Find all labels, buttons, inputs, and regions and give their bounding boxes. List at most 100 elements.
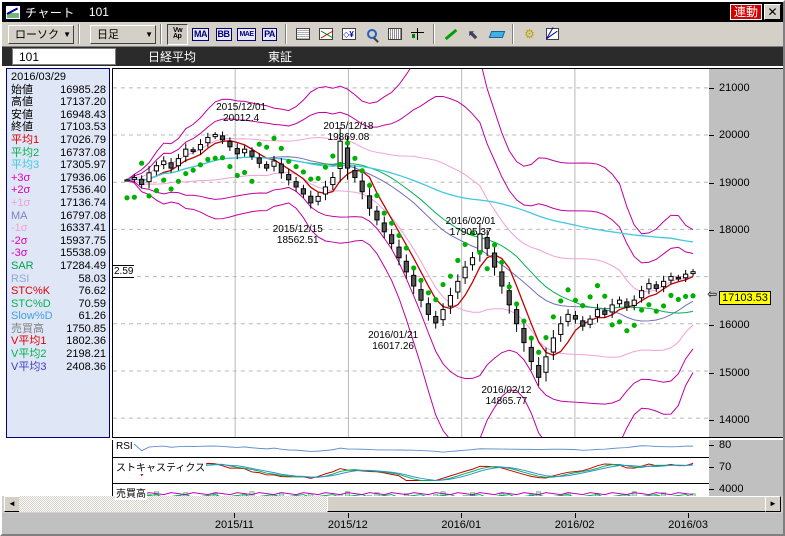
indicator-value: 16737.08 bbox=[60, 146, 106, 159]
indicator-label: 平均3 bbox=[11, 159, 40, 172]
date-tick-mark bbox=[461, 513, 463, 518]
indicator-label: -1σ bbox=[11, 222, 28, 235]
price-tick-label: 20000 bbox=[719, 129, 750, 142]
mae-icon[interactable]: MAE bbox=[236, 23, 257, 45]
indicator-row: +1σ 17136.74 bbox=[7, 197, 109, 210]
price-tick-label: 19000 bbox=[719, 176, 750, 189]
settings-icon[interactable]: ⚙ bbox=[519, 23, 540, 45]
indicator-value: 76.62 bbox=[78, 285, 106, 298]
price-tick-mark bbox=[709, 325, 714, 327]
pencil-icon[interactable] bbox=[440, 23, 461, 45]
indicator-value: 17305.97 bbox=[60, 159, 106, 172]
psar-icon[interactable]: PA bbox=[259, 23, 280, 45]
link-button[interactable]: 連動 bbox=[729, 4, 762, 20]
toolbar-separator bbox=[285, 24, 287, 44]
info-date-value: 2016/03/29 bbox=[11, 71, 67, 83]
date-tick-label: 2016/01 bbox=[441, 519, 482, 531]
indicator-label: -2σ bbox=[11, 234, 28, 247]
annotation-value: 18562.51 bbox=[276, 234, 319, 246]
price-annotation: 2016/01/21 16017.26 bbox=[368, 330, 418, 352]
annotation-value: 14865.77 bbox=[485, 396, 528, 408]
snapshot-icon[interactable] bbox=[384, 23, 405, 45]
chart-area[interactable]: 2016/03/29 始値 16985.28 高値 17137.20 安値 16948.4… bbox=[2, 29, 783, 510]
scroll-track[interactable] bbox=[19, 496, 766, 512]
bb-icon[interactable]: BB bbox=[213, 23, 234, 45]
annotation-date: 2016/02/01 bbox=[445, 216, 496, 228]
price-tick-mark bbox=[709, 182, 714, 184]
fan-icon[interactable] bbox=[542, 23, 563, 45]
price-tick-mark bbox=[709, 420, 714, 422]
subchart-rsi-label: RSI bbox=[115, 441, 134, 452]
indicator-row: 売買高 1750.85 bbox=[7, 323, 109, 336]
indicator-row: 平均1 17026.79 bbox=[7, 134, 109, 147]
period-select[interactable]: 日足 ▼ bbox=[90, 24, 156, 44]
title-bar: チャート 101 連動 ✕ bbox=[2, 2, 783, 22]
indicator-row: V平均1 1802.36 bbox=[7, 335, 109, 348]
indicator-value: 16948.43 bbox=[60, 108, 106, 121]
annotation-date: 2016/01/21 bbox=[368, 330, 419, 342]
eraser-icon[interactable] bbox=[486, 23, 507, 45]
rsi-tick-label: 80 bbox=[719, 439, 732, 451]
indicator-label: -3σ bbox=[11, 247, 28, 260]
toolbar-separator bbox=[78, 24, 80, 44]
subchart-stochastics-label: ストキャスティクス bbox=[115, 459, 207, 474]
annotation-value: 16017.26 bbox=[372, 341, 414, 353]
indicator-label: 高値 bbox=[11, 96, 33, 109]
date-tick-label: 2016/03 bbox=[668, 519, 708, 531]
indicator-row: V平均3 2408.36 bbox=[7, 361, 109, 374]
subchart-rsi[interactable]: RSI bbox=[112, 440, 709, 458]
indicator-label: +2σ bbox=[11, 184, 31, 197]
price-pointer-icon: ⇦ bbox=[707, 287, 718, 301]
close-button[interactable]: ✕ bbox=[764, 4, 781, 20]
indicator-label: 安値 bbox=[11, 108, 33, 121]
symbol-header: 101 日経平均 東証 bbox=[2, 47, 783, 66]
symbol-code-input[interactable]: 101 bbox=[12, 48, 116, 65]
price-tick-label: 16000 bbox=[719, 319, 750, 332]
indicator-row: SAR 17284.49 bbox=[7, 260, 109, 273]
corner-value-label: 2.59 bbox=[113, 265, 135, 278]
indicator-value: 17026.79 bbox=[60, 133, 106, 146]
price-annotation: 2015/12/01 20012.4 bbox=[216, 102, 266, 124]
indicator-label: STC%D bbox=[11, 297, 51, 310]
toolbar: ローソク ▼ 日足 ▼ Vw Ap MA BB MAE PA ◇¥ bbox=[2, 22, 783, 47]
ma-icon[interactable]: MA bbox=[190, 23, 211, 45]
price-plot[interactable]: 2.59 2015/12/01 20012.4 2015/12/18 19869.08… bbox=[112, 29, 709, 453]
window-title: チャート bbox=[25, 5, 75, 20]
scroll-thumb[interactable] bbox=[327, 496, 766, 512]
indicator-label: Slow%D bbox=[11, 310, 53, 323]
indicator-value: 16985.28 bbox=[60, 83, 106, 96]
zoom-icon[interactable] bbox=[361, 23, 382, 45]
indicator-label: V平均1 bbox=[11, 335, 47, 348]
indicator-label: STC%K bbox=[11, 285, 51, 298]
chevron-down-icon: ▼ bbox=[145, 29, 153, 39]
price-chart-svg bbox=[113, 29, 709, 453]
stochastics-tick-label: 70 bbox=[719, 461, 732, 473]
chart-type-select[interactable]: ローソク ▼ bbox=[8, 24, 74, 44]
indicator-row: 始値 16985.28 bbox=[7, 84, 109, 97]
currency-icon[interactable]: ◇¥ bbox=[338, 23, 359, 45]
price-tick-mark bbox=[709, 372, 714, 374]
vwap-icon[interactable]: Vw Ap bbox=[167, 23, 188, 45]
annotation-date: 2016/02/12 bbox=[481, 385, 532, 397]
current-price-tag: 17103.53 bbox=[719, 291, 771, 305]
date-tick-label: 2015/12 bbox=[327, 519, 368, 531]
scroll-right-button[interactable]: ► bbox=[765, 496, 781, 512]
indicator-value: 17137.20 bbox=[60, 96, 106, 109]
subchart-stochastics[interactable]: ストキャスティクス bbox=[112, 458, 709, 484]
horizontal-scrollbar[interactable]: ◄ ► bbox=[2, 496, 783, 513]
toolbar-separator bbox=[433, 24, 435, 44]
stochastics-axis: 70 bbox=[709, 458, 783, 484]
indicator-value: 16337.41 bbox=[60, 222, 106, 235]
pointer-icon[interactable]: ⬉ bbox=[463, 23, 484, 45]
indicator-row: 終値 17103.53 bbox=[7, 121, 109, 134]
symbol-market: 東証 bbox=[268, 50, 293, 64]
date-tick-mark bbox=[347, 513, 349, 518]
indicator-value: 15538.09 bbox=[60, 247, 106, 260]
crosshair-icon[interactable] bbox=[407, 23, 428, 45]
chart-icon bbox=[5, 4, 21, 20]
scroll-left-button[interactable]: ◄ bbox=[4, 496, 20, 512]
compare-icon[interactable] bbox=[315, 23, 336, 45]
price-axis: 21000 20000 19000 18000 16000 15000 14000 1710… bbox=[707, 68, 783, 438]
grid-icon[interactable] bbox=[292, 23, 313, 45]
